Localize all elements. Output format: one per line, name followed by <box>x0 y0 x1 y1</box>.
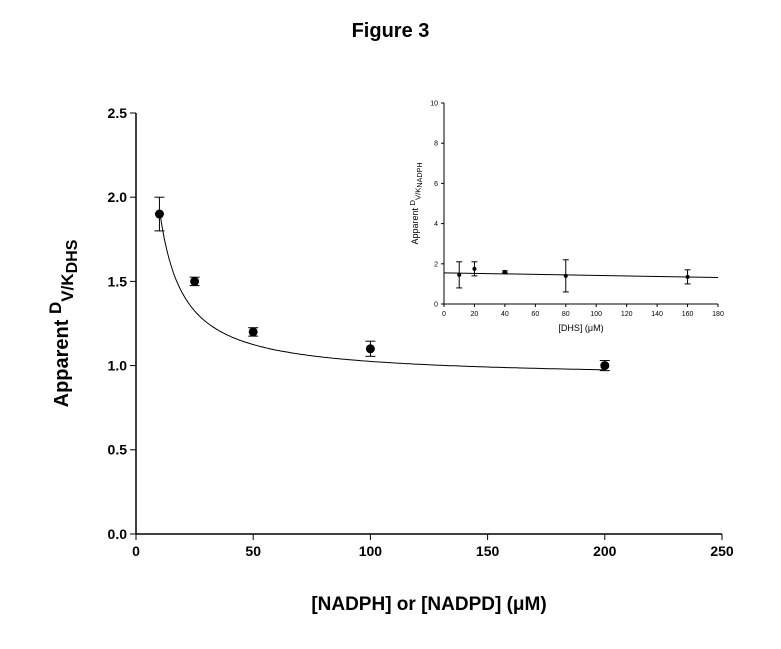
inset-fit-curve <box>443 272 719 278</box>
main-plot: 0 50 100 150 200 2500.00.51.01.52.02.5[NADPH]… <box>46 105 734 615</box>
inset-x-tick-label: 0 <box>442 311 446 318</box>
inset-data-point <box>472 266 477 271</box>
main-y-label-base: Apparent <box>51 314 73 407</box>
inset-y-label-base: Apparent <box>410 206 420 245</box>
main-x-tick-label: 100 <box>359 543 383 559</box>
main-y-label-sub2: DHS <box>64 239 81 273</box>
inset-y-label-sub1: V/K <box>413 187 422 200</box>
main-y-label-sub1: V/K <box>58 273 77 302</box>
inset-y-tick-label: 6 <box>434 181 438 188</box>
inset-x-tick-label: 40 <box>501 311 509 318</box>
inset-x-tick-label: 160 <box>682 311 694 318</box>
inset-data-point <box>685 274 690 279</box>
main-x-tick-label: 50 <box>245 543 261 559</box>
main-y-axis-label: Apparent DV/KDHS <box>46 239 81 407</box>
inset-data-point <box>563 273 568 278</box>
inset-x-tick-label: 180 <box>712 311 724 318</box>
inset-y-tick-label: 4 <box>434 221 438 228</box>
main-y-tick-label: 2.5 <box>108 105 128 121</box>
inset-y-tick-label: 2 <box>434 261 438 268</box>
main-data-point <box>600 361 610 371</box>
main-data-point <box>248 327 258 337</box>
inset-x-tick-label: 80 <box>562 311 570 318</box>
main-x-tick-label: 0 <box>132 543 140 559</box>
inset-x-tick-label: 100 <box>590 311 602 318</box>
main-y-label-sup: D <box>46 302 65 314</box>
inset-x-tick-label: 20 <box>471 311 479 318</box>
inset-data-point <box>502 269 507 274</box>
inset-x-tick-label: 140 <box>651 311 663 318</box>
inset-y-tick-label: 8 <box>434 141 438 148</box>
main-data-point <box>154 209 164 219</box>
main-y-tick-label: 0.5 <box>108 442 128 458</box>
main-x-tick-label: 150 <box>476 543 500 559</box>
main-x-tick-label: 250 <box>710 543 734 559</box>
inset-y-label-sup: D <box>408 200 417 206</box>
main-data-point <box>190 276 200 286</box>
inset-x-tick-label: 120 <box>621 311 633 318</box>
main-x-axis-label: [NADPH] or [NADPD] (μM) <box>311 594 546 615</box>
inset-plot: 0 20 40 60 80 100 120 140 160 180 0 2 4 6 8 10 [DHS] (μM… <box>408 100 724 333</box>
main-y-tick-label: 1.5 <box>108 273 128 289</box>
main-x-tick-label: 200 <box>593 543 617 559</box>
inset-y-tick-label: 0 <box>434 301 438 308</box>
main-y-tick-label: 1.0 <box>108 358 128 374</box>
main-y-tick-label: 2.0 <box>108 189 128 205</box>
inset-x-axis-label: [DHS] (μM) <box>558 323 603 333</box>
figure-title: Figure 3 <box>351 20 430 42</box>
inset-y-label-sub2: NADPH <box>415 162 424 187</box>
main-fit-curve <box>158 209 605 371</box>
inset-x-tick-label: 60 <box>531 311 539 318</box>
main-data-point <box>365 344 375 354</box>
main-y-tick-label: 0.0 <box>108 526 128 542</box>
inset-y-axis-label: Apparent DV/KNADPH <box>408 162 424 244</box>
inset-y-tick-label: 10 <box>430 100 438 107</box>
inset-data-point <box>457 272 462 277</box>
